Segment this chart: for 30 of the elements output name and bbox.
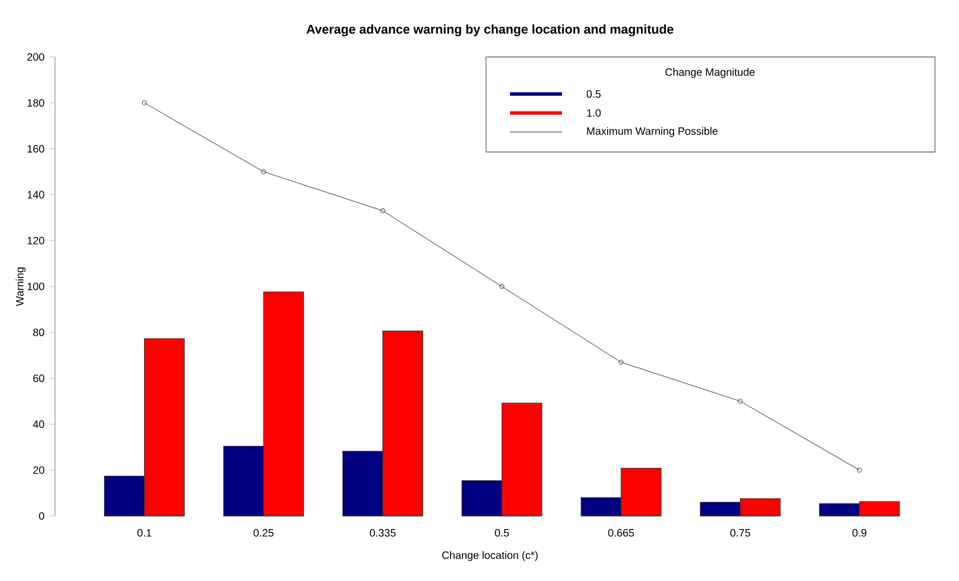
point: [618, 360, 624, 365]
point: [738, 398, 743, 404]
y-tick-label: 40: [32, 420, 44, 428]
x-tick-label: 0.1: [137, 529, 152, 537]
chart-title: Average advance warning by change location and magnitude: [306, 24, 674, 36]
y-tick-label: 100: [28, 282, 44, 290]
point: [261, 169, 266, 174]
x-tick-label: 0.335: [370, 529, 396, 537]
y-tick-label: 80: [33, 328, 44, 336]
x-tick-label: 0.9: [852, 529, 866, 537]
legend-label: Maximum Warning Possible: [587, 127, 718, 137]
y-tick-label: 160: [28, 145, 44, 153]
x-tick-label: 0.5: [494, 529, 509, 537]
y-tick-label: 60: [33, 374, 44, 382]
y-tick-label: 0: [39, 512, 44, 520]
y-tick-label: 20: [33, 466, 44, 474]
x-tick-label: 0.75: [730, 529, 750, 537]
y-tick-label: 120: [28, 236, 44, 244]
legend-label: 1.0: [587, 109, 601, 117]
x-axis-title: Change location (c*): [442, 551, 538, 562]
y-tick-label: 140: [28, 190, 44, 198]
legend-label: 0.5: [586, 90, 601, 98]
x-tick-label: 0.25: [254, 529, 274, 537]
point: [380, 208, 386, 214]
y-tick-label: 200: [27, 53, 44, 61]
point: [499, 284, 504, 289]
x-tick-label: 0.665: [608, 529, 634, 537]
legend-title: Change Magnitude: [665, 68, 755, 78]
y-tick-label: 180: [28, 99, 44, 107]
y-axis-title: Warning: [16, 268, 26, 306]
